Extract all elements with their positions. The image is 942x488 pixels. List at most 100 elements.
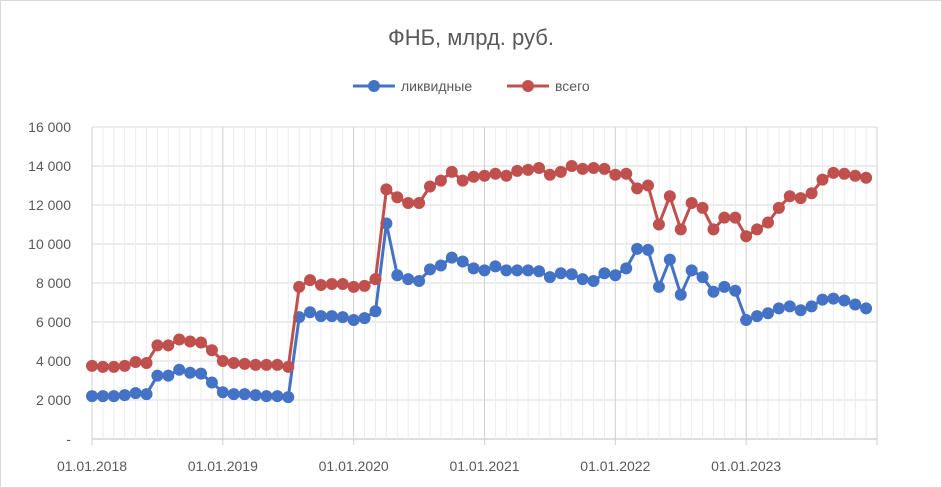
data-point: [587, 161, 600, 174]
data-point: [522, 264, 535, 277]
data-point: [162, 339, 175, 352]
data-point: [489, 167, 502, 180]
data-point: [456, 174, 469, 187]
legend-total-label: всего: [555, 78, 590, 94]
x-tick-label: 01.01.2022: [580, 458, 650, 474]
data-point: [652, 218, 665, 231]
data-point: [434, 259, 447, 272]
data-point: [304, 306, 317, 319]
data-point: [402, 273, 415, 286]
data-point: [238, 388, 251, 401]
y-tick-label: 14 000: [28, 158, 71, 174]
data-point: [685, 197, 698, 210]
data-point: [96, 390, 109, 403]
data-point: [369, 305, 382, 318]
data-point: [151, 339, 164, 352]
data-point: [380, 183, 393, 196]
y-tick-label: 16 000: [28, 119, 71, 135]
data-point: [783, 300, 796, 313]
data-point: [260, 390, 273, 403]
data-point: [772, 201, 785, 214]
y-tick-label: 12 000: [28, 197, 71, 213]
series-liquid: [86, 217, 873, 404]
data-point: [794, 304, 807, 317]
data-point: [314, 310, 327, 323]
y-tick-label: 8 000: [36, 275, 71, 291]
data-point: [118, 359, 131, 372]
data-point: [729, 284, 742, 297]
data-point: [478, 169, 491, 182]
data-point: [816, 293, 829, 306]
data-point: [631, 242, 644, 255]
data-point: [282, 360, 295, 373]
data-point: [347, 280, 360, 293]
data-point: [642, 179, 655, 192]
data-point: [511, 164, 524, 177]
data-point: [434, 174, 447, 187]
data-point: [576, 162, 589, 175]
data-point: [827, 292, 840, 305]
data-point: [849, 169, 862, 182]
data-point: [173, 333, 186, 346]
data-point: [336, 277, 349, 290]
data-point: [118, 389, 131, 402]
data-point: [860, 171, 873, 184]
y-tick-label: 2 000: [36, 392, 71, 408]
data-point: [751, 310, 764, 323]
data-point: [533, 265, 546, 278]
data-point: [511, 264, 524, 277]
data-point: [325, 310, 338, 323]
data-point: [195, 336, 208, 349]
data-point: [227, 356, 240, 369]
data-point: [216, 355, 229, 367]
data-point: [304, 274, 317, 287]
data-point: [827, 166, 840, 179]
data-point: [838, 294, 851, 307]
data-point: [543, 168, 556, 181]
data-point: [805, 300, 818, 313]
data-point: [740, 230, 753, 243]
data-point: [533, 161, 546, 174]
data-point: [761, 216, 774, 229]
data-point: [707, 285, 720, 298]
y-axis-tick-labels: - 2 000 4 000 6 000 8 000 10 000 12 000 14 000 1…: [28, 119, 71, 447]
data-point: [456, 255, 469, 268]
data-point: [587, 275, 600, 288]
data-point: [184, 366, 197, 379]
chart-title: ФНБ, млрд. руб.: [388, 25, 554, 50]
data-point: [140, 388, 153, 401]
data-point: [609, 269, 622, 282]
data-point: [391, 269, 404, 282]
x-tick-label: 01.01.2023: [711, 458, 781, 474]
data-point: [554, 267, 567, 280]
data-point: [369, 273, 382, 286]
x-axis-tick-labels: 01.01.2018 01.01.2019 01.01.2020 01.01.2021…: [57, 458, 781, 474]
data-point: [423, 263, 436, 276]
data-point: [86, 390, 98, 403]
data-point: [96, 360, 109, 373]
data-point: [500, 169, 513, 182]
legend-item-liquid: ликвидные: [353, 78, 472, 94]
data-point: [642, 243, 655, 256]
data-point: [445, 165, 458, 178]
data-point: [631, 182, 644, 195]
data-point: [140, 356, 153, 369]
legend-liquid-label: ликвидные: [401, 78, 472, 94]
data-point: [478, 264, 491, 277]
data-point: [565, 160, 578, 172]
data-point: [565, 268, 578, 281]
data-point: [271, 390, 284, 403]
legend: ликвидные всего: [353, 78, 590, 94]
data-point: [271, 358, 284, 371]
data-point: [249, 389, 262, 402]
data-point: [674, 288, 687, 301]
data-point: [347, 314, 360, 327]
data-point: [238, 357, 251, 370]
data-point: [107, 360, 120, 373]
x-tick-label: 01.01.2021: [449, 458, 519, 474]
data-point: [783, 190, 796, 203]
data-point: [336, 311, 349, 324]
data-point: [293, 280, 306, 293]
